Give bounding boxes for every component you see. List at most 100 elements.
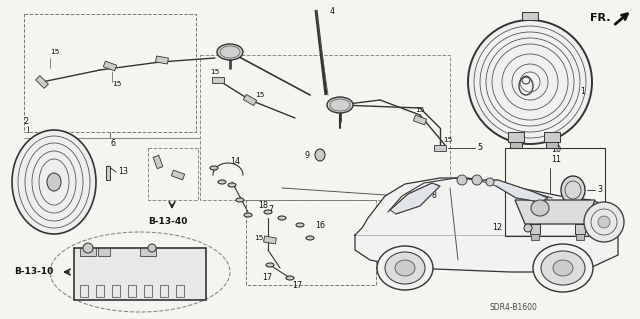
Ellipse shape <box>217 44 243 60</box>
Text: 8: 8 <box>432 191 437 201</box>
Text: B-13-10: B-13-10 <box>14 268 53 277</box>
Ellipse shape <box>210 166 218 170</box>
Text: 11: 11 <box>551 155 561 165</box>
Bar <box>24 14 196 132</box>
Polygon shape <box>153 155 163 169</box>
Bar <box>531 234 539 240</box>
Text: 15: 15 <box>210 69 220 75</box>
Polygon shape <box>156 56 168 64</box>
Text: 18: 18 <box>258 202 268 211</box>
Polygon shape <box>413 115 427 125</box>
Ellipse shape <box>286 276 294 280</box>
Polygon shape <box>355 178 618 272</box>
Bar <box>80 248 96 256</box>
Bar <box>522 12 538 20</box>
Polygon shape <box>243 94 257 106</box>
Ellipse shape <box>47 173 61 191</box>
Ellipse shape <box>218 180 226 184</box>
Bar <box>106 166 110 180</box>
Text: 16: 16 <box>315 220 325 229</box>
Ellipse shape <box>236 198 244 202</box>
Text: 17: 17 <box>262 273 272 283</box>
Bar <box>144 285 152 297</box>
Polygon shape <box>172 170 185 180</box>
Ellipse shape <box>244 213 252 217</box>
Bar <box>112 285 120 297</box>
Polygon shape <box>212 77 224 83</box>
Bar <box>140 248 156 256</box>
Polygon shape <box>515 200 595 224</box>
Ellipse shape <box>306 236 314 240</box>
Polygon shape <box>434 145 446 151</box>
Bar <box>176 285 184 297</box>
Text: 15: 15 <box>443 137 452 143</box>
Ellipse shape <box>228 183 236 187</box>
Ellipse shape <box>584 202 624 242</box>
Ellipse shape <box>327 97 353 113</box>
Ellipse shape <box>598 216 610 228</box>
Text: 5: 5 <box>477 144 482 152</box>
Bar <box>74 248 206 300</box>
Polygon shape <box>103 61 116 71</box>
Text: 15: 15 <box>255 92 264 98</box>
Text: SDR4-B1600: SDR4-B1600 <box>490 303 538 313</box>
Bar <box>530 224 540 234</box>
Ellipse shape <box>266 263 274 267</box>
Ellipse shape <box>148 244 156 252</box>
Text: 3: 3 <box>597 186 602 195</box>
Bar <box>128 285 136 297</box>
Text: FR.: FR. <box>590 13 611 23</box>
Text: 1: 1 <box>580 87 585 97</box>
Ellipse shape <box>553 260 573 276</box>
Bar <box>505 148 605 236</box>
Text: B-13-40: B-13-40 <box>148 218 188 226</box>
Ellipse shape <box>541 251 585 285</box>
Text: 15: 15 <box>415 107 424 113</box>
Ellipse shape <box>385 252 425 284</box>
Ellipse shape <box>296 223 304 227</box>
Polygon shape <box>264 236 276 244</box>
Text: 15: 15 <box>50 49 60 55</box>
Text: 10: 10 <box>551 145 561 154</box>
Ellipse shape <box>12 130 96 234</box>
Ellipse shape <box>457 175 467 185</box>
Text: 17: 17 <box>292 281 302 291</box>
Bar <box>200 55 450 200</box>
Text: 2: 2 <box>24 117 29 127</box>
Bar <box>546 142 558 148</box>
Bar <box>510 142 522 148</box>
Text: 6: 6 <box>111 138 115 147</box>
Bar <box>98 248 110 256</box>
Ellipse shape <box>395 260 415 276</box>
Bar <box>80 285 88 297</box>
Text: 9: 9 <box>305 151 310 160</box>
Bar <box>148 148 198 200</box>
Text: 14: 14 <box>230 158 240 167</box>
Bar <box>575 224 585 234</box>
Bar <box>544 132 560 142</box>
Ellipse shape <box>524 224 532 232</box>
Text: 15: 15 <box>254 235 264 241</box>
Bar <box>576 234 584 240</box>
Ellipse shape <box>561 176 585 204</box>
Polygon shape <box>478 180 548 202</box>
Ellipse shape <box>377 246 433 290</box>
Bar <box>96 285 104 297</box>
Ellipse shape <box>468 20 592 144</box>
Text: 15: 15 <box>112 81 122 87</box>
Text: 12: 12 <box>492 224 502 233</box>
Bar <box>508 132 524 142</box>
Ellipse shape <box>83 243 93 253</box>
Polygon shape <box>36 76 49 88</box>
Ellipse shape <box>315 149 325 161</box>
Ellipse shape <box>486 178 494 186</box>
Ellipse shape <box>472 175 482 185</box>
Text: 4: 4 <box>330 8 335 17</box>
Ellipse shape <box>531 200 549 216</box>
Bar <box>246 200 376 285</box>
Polygon shape <box>390 183 440 214</box>
Text: 13: 13 <box>118 167 128 176</box>
Text: 7: 7 <box>268 205 273 214</box>
Ellipse shape <box>264 210 272 214</box>
Bar <box>160 285 168 297</box>
